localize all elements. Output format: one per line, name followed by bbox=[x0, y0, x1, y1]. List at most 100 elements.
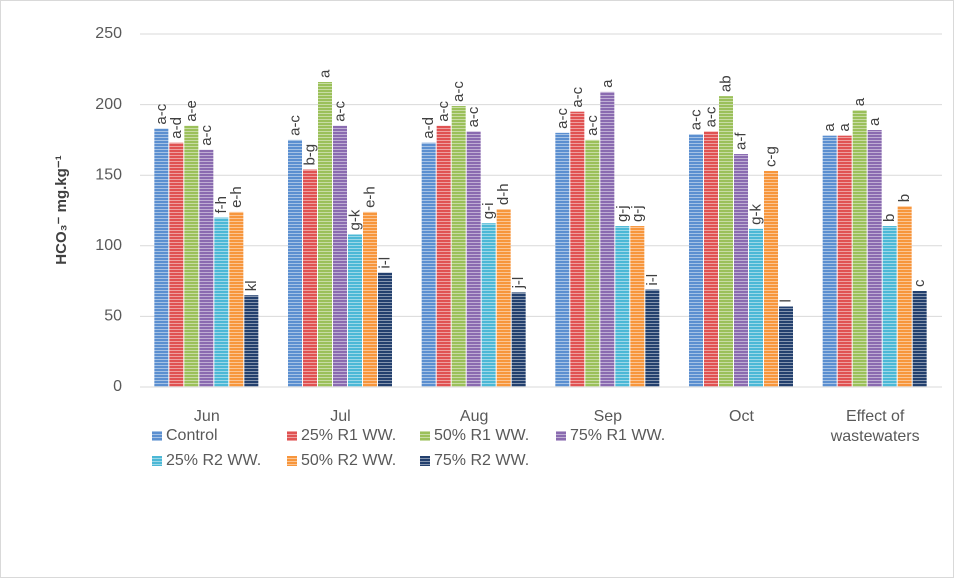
significance-letter: a-e bbox=[183, 100, 200, 122]
significance-letter: a-c bbox=[554, 108, 571, 129]
y-tick-label: 50 bbox=[104, 308, 122, 325]
significance-letter: a bbox=[316, 69, 333, 78]
significance-letter: a bbox=[866, 117, 883, 126]
significance-letter: g-k bbox=[747, 204, 764, 225]
significance-letter: b-g bbox=[301, 144, 318, 166]
bar bbox=[689, 134, 703, 387]
significance-letter: a bbox=[821, 123, 838, 132]
x-tick-label: Effect of wastewaters bbox=[830, 408, 920, 445]
significance-letter: g-j bbox=[614, 205, 631, 222]
significance-letter: c-g bbox=[762, 146, 779, 167]
bar bbox=[288, 139, 302, 387]
bar bbox=[600, 91, 615, 387]
y-tick-label: 250 bbox=[95, 25, 122, 42]
bar bbox=[897, 206, 912, 387]
significance-letter: a bbox=[836, 123, 853, 132]
bar bbox=[481, 223, 496, 387]
bar bbox=[318, 82, 332, 388]
bar bbox=[570, 111, 585, 387]
significance-letter: a-c bbox=[584, 115, 601, 136]
bar bbox=[511, 292, 526, 387]
bar bbox=[764, 170, 778, 387]
bar bbox=[867, 130, 882, 388]
legend-label: 25% R1 WW. bbox=[301, 427, 396, 444]
significance-letter: g-i bbox=[480, 203, 497, 220]
significance-letter: b bbox=[881, 214, 898, 222]
significance-letter: a-c bbox=[569, 86, 586, 107]
significance-letter: a-d bbox=[420, 117, 437, 139]
bar bbox=[852, 110, 867, 388]
bar bbox=[719, 96, 733, 388]
bar bbox=[615, 226, 630, 387]
legend-swatch bbox=[420, 456, 430, 466]
bar bbox=[378, 272, 392, 387]
bar bbox=[436, 125, 451, 387]
bar bbox=[749, 228, 763, 387]
significance-letter: d-h bbox=[495, 183, 512, 205]
legend-label: 50% R1 WW. bbox=[434, 427, 529, 444]
significance-letter: a-f bbox=[732, 132, 749, 150]
bar bbox=[229, 211, 244, 387]
bar bbox=[555, 132, 570, 387]
bar bbox=[779, 306, 793, 387]
significance-letter: b bbox=[896, 194, 913, 202]
bar bbox=[822, 135, 837, 387]
bar bbox=[154, 128, 169, 387]
y-axis-label: HCO₃⁻ mg.kg⁻¹ bbox=[53, 155, 70, 264]
bar bbox=[466, 131, 481, 387]
significance-letter: a-c bbox=[435, 100, 452, 121]
bar bbox=[214, 217, 229, 387]
legend-swatch bbox=[556, 431, 566, 441]
bar bbox=[734, 154, 748, 387]
significance-letter: a-c bbox=[153, 103, 170, 124]
significance-letter: a-c bbox=[331, 100, 348, 121]
bar bbox=[199, 149, 214, 387]
bar bbox=[496, 209, 511, 387]
significance-letter: i-l bbox=[644, 274, 661, 286]
significance-letter: e-h bbox=[361, 186, 378, 208]
legend-label: 25% R2 WW. bbox=[166, 452, 261, 469]
significance-letter: g-j bbox=[629, 205, 646, 222]
legend-swatch bbox=[152, 431, 162, 441]
significance-letter: kl bbox=[243, 280, 260, 291]
legend-label: 50% R2 WW. bbox=[301, 452, 396, 469]
significance-letter: ab bbox=[717, 75, 734, 92]
bar bbox=[303, 169, 317, 387]
bar bbox=[585, 139, 600, 387]
x-tick-label: Sep bbox=[593, 408, 623, 425]
bar bbox=[169, 142, 184, 387]
legend-label: Control bbox=[166, 427, 218, 444]
bar bbox=[912, 290, 927, 387]
bar bbox=[244, 295, 259, 387]
legend-swatch bbox=[420, 431, 430, 441]
y-tick-label: 100 bbox=[95, 237, 122, 254]
legend-label: 75% R1 WW. bbox=[570, 427, 665, 444]
bar bbox=[421, 142, 436, 387]
x-tick-label: Oct bbox=[729, 408, 754, 425]
significance-letter: l bbox=[777, 299, 794, 302]
legend-label: 75% R2 WW. bbox=[434, 452, 529, 469]
x-tick-label: Aug bbox=[459, 408, 489, 425]
bar bbox=[630, 226, 645, 387]
significance-letter: f-h bbox=[213, 196, 230, 214]
bar bbox=[363, 211, 377, 387]
legend-swatch bbox=[287, 456, 297, 466]
bar bbox=[704, 131, 718, 387]
bar bbox=[882, 226, 897, 387]
significance-letter: g-k bbox=[346, 209, 363, 230]
legend-swatch bbox=[152, 456, 162, 466]
bar bbox=[451, 106, 466, 388]
significance-letter: a bbox=[851, 97, 868, 106]
significance-letter: a-c bbox=[450, 81, 467, 102]
bar bbox=[348, 234, 362, 387]
significance-letter: a-c bbox=[702, 106, 719, 127]
bar bbox=[184, 125, 199, 387]
y-tick-label: 150 bbox=[95, 166, 122, 183]
significance-letter: a-c bbox=[465, 106, 482, 127]
significance-letter: j-l bbox=[510, 277, 527, 290]
y-tick-label: 200 bbox=[95, 96, 122, 113]
bar bbox=[333, 125, 347, 387]
significance-letter: e-h bbox=[228, 186, 245, 208]
